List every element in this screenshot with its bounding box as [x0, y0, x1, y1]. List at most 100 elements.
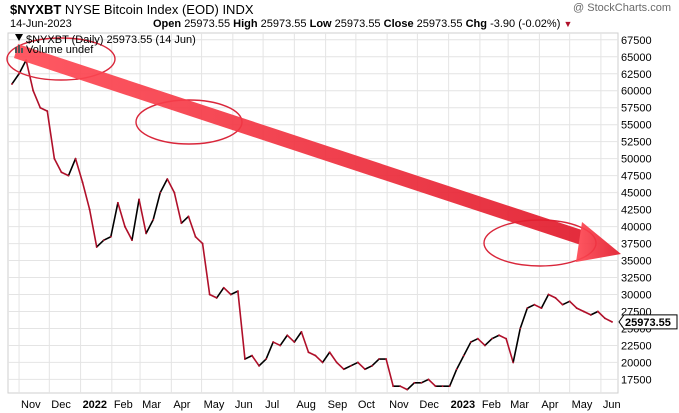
- x-tick-label: Dec: [419, 399, 439, 411]
- price-segment: [230, 290, 239, 296]
- price-segment: [540, 293, 550, 309]
- price-point: [46, 110, 49, 113]
- price-point: [74, 157, 77, 160]
- x-tick-label: Feb: [482, 399, 501, 411]
- price-point: [138, 198, 140, 201]
- price-segment: [321, 351, 331, 364]
- price-segment: [258, 358, 267, 367]
- price-segment: [166, 178, 176, 194]
- trend-arrow: [14, 44, 621, 262]
- y-tick-label: 42500: [621, 205, 652, 217]
- price-segment: [498, 334, 507, 340]
- price-point: [491, 337, 493, 340]
- price-point: [215, 297, 218, 299]
- price-point: [547, 293, 550, 296]
- price-segment: [145, 218, 154, 235]
- price-point: [413, 381, 416, 384]
- price-point: [145, 232, 148, 235]
- watermark: @ StockCharts.com: [573, 2, 671, 14]
- price-segment: [272, 341, 282, 347]
- price-segment: [53, 157, 63, 174]
- x-tick-label: Sep: [328, 399, 348, 411]
- legend-volume-label: Volume undef: [26, 44, 94, 56]
- price-segment: [597, 310, 606, 320]
- price-segment: [491, 334, 500, 340]
- price-point: [60, 171, 63, 174]
- price-point: [32, 89, 35, 92]
- high-label: High: [233, 18, 258, 30]
- price-segment: [399, 385, 409, 391]
- x-tick-label: Aug: [296, 399, 316, 411]
- close-value: 25973.55: [416, 18, 463, 30]
- symbol: $NYXBT: [10, 2, 62, 17]
- x-tick-label: Mar: [510, 399, 529, 411]
- y-tick-label: 37500: [621, 239, 652, 251]
- price-point: [441, 385, 444, 388]
- price-point: [455, 368, 458, 371]
- price-point: [229, 293, 232, 296]
- open-label: Open: [153, 18, 182, 30]
- x-tick-label: Jul: [265, 399, 279, 411]
- price-point: [512, 361, 515, 364]
- price-point: [201, 242, 204, 245]
- price-line: [11, 59, 613, 391]
- price-point: [582, 310, 585, 313]
- price-point: [434, 385, 437, 388]
- chg-label: Chg: [465, 18, 487, 30]
- price-point: [399, 385, 402, 388]
- price-point: [328, 351, 331, 354]
- x-tick-label: Mar: [142, 399, 161, 411]
- price-segment: [180, 215, 190, 224]
- price-point: [279, 344, 282, 347]
- price-point: [540, 307, 543, 309]
- price-segment: [293, 331, 303, 343]
- price-segment: [505, 337, 514, 364]
- price-segment: [590, 310, 599, 316]
- price-segment: [208, 293, 218, 299]
- x-tick-label: Dec: [51, 399, 71, 411]
- x-tick-label: Nov: [21, 399, 41, 411]
- price-segment: [201, 242, 211, 296]
- price-point: [222, 286, 225, 289]
- price-point: [406, 388, 409, 391]
- price-point: [18, 72, 20, 75]
- y-tick-label: 60000: [621, 86, 652, 98]
- price-segment: [18, 59, 27, 75]
- y-tick-label: 45000: [621, 188, 652, 200]
- price-segment: [526, 303, 536, 309]
- price-point: [321, 361, 324, 364]
- y-tick-label: 67500: [621, 35, 652, 47]
- price-segment: [455, 354, 465, 371]
- price-point: [505, 337, 508, 340]
- price-point: [462, 354, 465, 357]
- price-segment: [110, 202, 119, 238]
- price-segment: [554, 297, 564, 306]
- price-segment: [194, 235, 204, 245]
- legend-series-label: $NYXBT (Daily) 25973.55 (14 Jun): [26, 34, 196, 46]
- price-point: [611, 320, 613, 323]
- price-point: [208, 293, 211, 296]
- price-segment: [39, 106, 49, 112]
- price-point: [88, 208, 91, 211]
- price-segment: [314, 354, 324, 364]
- price-point: [124, 225, 126, 228]
- price-point: [484, 344, 486, 347]
- price-segment: [357, 361, 366, 371]
- price-point: [371, 364, 373, 367]
- price-point: [187, 215, 190, 218]
- price-point: [342, 368, 345, 371]
- price-segment: [427, 378, 437, 388]
- price-segment: [307, 351, 317, 357]
- price-segment: [533, 303, 543, 309]
- price-point: [307, 351, 310, 354]
- price-segment: [237, 290, 246, 360]
- price-segment: [138, 198, 147, 235]
- price-point: [39, 106, 42, 109]
- price-segment: [462, 341, 472, 357]
- price-segment: [406, 382, 416, 391]
- price-point: [166, 178, 169, 180]
- last-price-badge: 25973.55: [618, 314, 678, 330]
- price-point: [244, 358, 246, 360]
- price-segment: [328, 351, 338, 364]
- price-segment: [265, 341, 274, 360]
